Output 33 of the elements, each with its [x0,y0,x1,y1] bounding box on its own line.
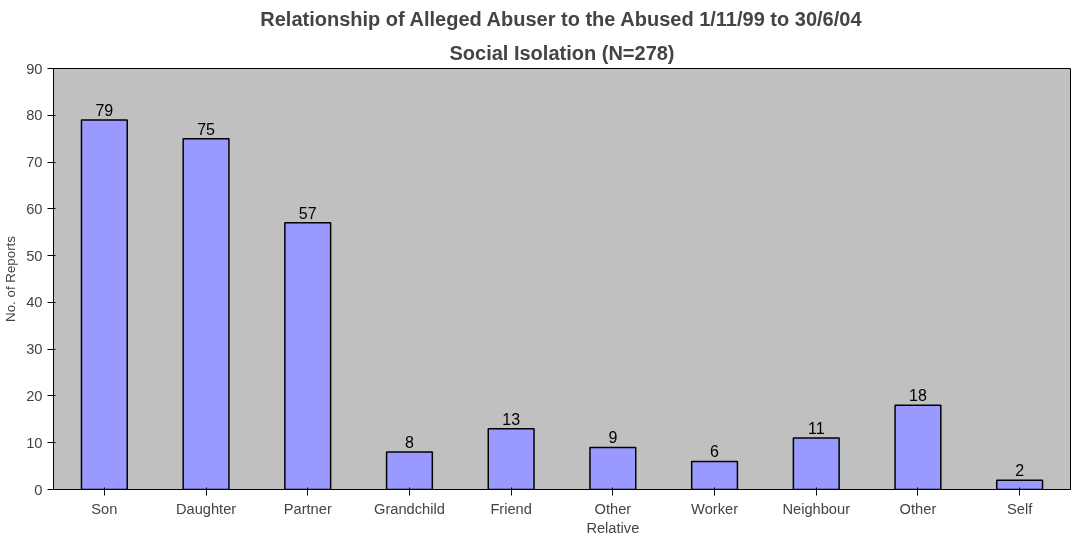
y-tick-label: 20 [26,387,43,404]
data-label: 79 [95,101,114,119]
x-tick-label: Son [91,500,118,517]
data-label: 6 [710,443,720,461]
x-tick-label: Partner [283,500,332,517]
y-tick-label: 80 [26,107,43,124]
y-tick-label: 30 [26,341,43,358]
x-tick-label: Friend [490,500,532,517]
data-label: 11 [807,420,825,438]
y-tick-label: 90 [26,60,43,77]
data-label: 9 [608,429,618,447]
x-tick-label: Worker [691,500,739,517]
x-tick-label: Grandchild [374,500,445,517]
y-tick-label: 70 [26,154,43,171]
data-label: 18 [909,387,927,405]
x-tick-label: Other [899,500,937,517]
x-tick-label: Daughter [175,500,237,517]
y-tick-label: 40 [26,294,43,311]
data-label: 8 [405,434,414,452]
x-tick-label: Other Relative [586,500,640,536]
data-label: 13 [502,410,521,428]
x-tick-label: Self [1007,500,1034,517]
data-label: 2 [1015,462,1025,480]
y-tick-label: 60 [26,200,43,217]
chart-subtitle: Social Isolation (N=278) [449,41,675,64]
y-tick-label: 10 [26,434,43,451]
y-tick-label: 0 [34,481,43,498]
y-axis-title: No. of Reports [3,235,19,322]
y-tick-label: 50 [26,247,43,264]
data-label: 57 [298,204,317,222]
x-tick-label: Neighbour [782,500,851,517]
chart-title: Relationship of Alleged Abuser to the Abused 1/11/99 to 30/6/04 [260,7,863,30]
data-label: 75 [197,120,216,138]
